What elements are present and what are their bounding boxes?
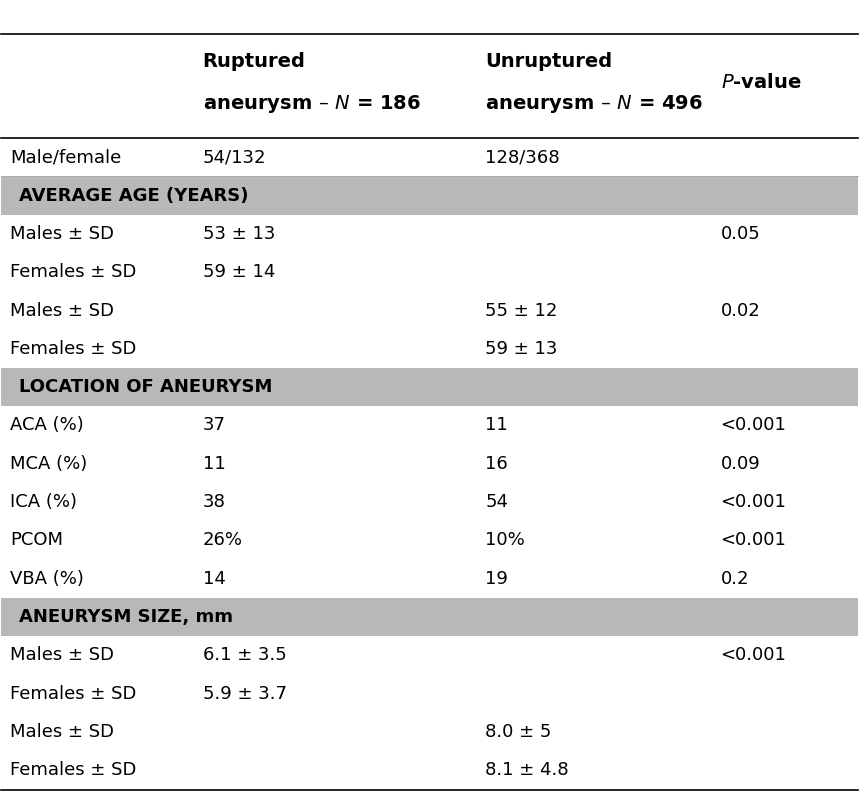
Text: 59 ± 14: 59 ± 14 bbox=[203, 263, 275, 281]
Text: Males ± SD: Males ± SD bbox=[10, 723, 114, 741]
Text: 10%: 10% bbox=[485, 532, 525, 550]
Bar bbox=[2, 598, 857, 636]
Text: 0.02: 0.02 bbox=[721, 302, 760, 320]
Text: <0.001: <0.001 bbox=[721, 493, 787, 511]
Text: 8.0 ± 5: 8.0 ± 5 bbox=[485, 723, 551, 741]
Bar bbox=[2, 177, 857, 215]
Text: MCA (%): MCA (%) bbox=[10, 455, 88, 473]
Text: ICA (%): ICA (%) bbox=[10, 493, 77, 511]
Text: Females ± SD: Females ± SD bbox=[10, 684, 137, 703]
Text: <0.001: <0.001 bbox=[721, 532, 787, 550]
Text: 16: 16 bbox=[485, 455, 508, 473]
Text: Males ± SD: Males ± SD bbox=[10, 646, 114, 664]
Text: 19: 19 bbox=[485, 570, 508, 587]
Text: 8.1 ± 4.8: 8.1 ± 4.8 bbox=[485, 761, 569, 780]
Text: $\mathbf{\mathit{P}}$-value: $\mathbf{\mathit{P}}$-value bbox=[721, 73, 801, 92]
Text: 5.9 ± 3.7: 5.9 ± 3.7 bbox=[203, 684, 287, 703]
Text: Ruptured: Ruptured bbox=[203, 52, 306, 71]
Text: 53 ± 13: 53 ± 13 bbox=[203, 225, 275, 243]
Text: 38: 38 bbox=[203, 493, 225, 511]
Text: 59 ± 13: 59 ± 13 bbox=[485, 340, 557, 358]
Text: 6.1 ± 3.5: 6.1 ± 3.5 bbox=[203, 646, 286, 664]
Bar bbox=[2, 368, 857, 407]
Text: Unruptured: Unruptured bbox=[485, 52, 612, 71]
Text: 55 ± 12: 55 ± 12 bbox=[485, 302, 557, 320]
Text: LOCATION OF ANEURYSM: LOCATION OF ANEURYSM bbox=[19, 378, 272, 396]
Text: 37: 37 bbox=[203, 416, 226, 434]
Text: aneurysm – $\mathbf{\mathit{N}}$ = 186: aneurysm – $\mathbf{\mathit{N}}$ = 186 bbox=[203, 93, 421, 115]
Text: <0.001: <0.001 bbox=[721, 416, 787, 434]
Text: AVERAGE AGE (YEARS): AVERAGE AGE (YEARS) bbox=[19, 186, 248, 205]
Text: 128/368: 128/368 bbox=[485, 148, 560, 166]
Text: 11: 11 bbox=[203, 455, 225, 473]
Text: Females ± SD: Females ± SD bbox=[10, 340, 137, 358]
Text: 14: 14 bbox=[203, 570, 225, 587]
Text: Females ± SD: Females ± SD bbox=[10, 263, 137, 281]
Text: 0.2: 0.2 bbox=[721, 570, 749, 587]
Text: Male/female: Male/female bbox=[10, 148, 121, 166]
Text: PCOM: PCOM bbox=[10, 532, 63, 550]
Text: Females ± SD: Females ± SD bbox=[10, 761, 137, 780]
Text: Males ± SD: Males ± SD bbox=[10, 225, 114, 243]
Text: 26%: 26% bbox=[203, 532, 242, 550]
Text: VBA (%): VBA (%) bbox=[10, 570, 84, 587]
Text: 11: 11 bbox=[485, 416, 508, 434]
Text: <0.001: <0.001 bbox=[721, 646, 787, 664]
Text: ACA (%): ACA (%) bbox=[10, 416, 83, 434]
Text: 54: 54 bbox=[485, 493, 509, 511]
Text: 0.05: 0.05 bbox=[721, 225, 760, 243]
Text: 0.09: 0.09 bbox=[721, 455, 760, 473]
Text: Males ± SD: Males ± SD bbox=[10, 302, 114, 320]
Text: aneurysm – $\mathbf{\mathit{N}}$ = 496: aneurysm – $\mathbf{\mathit{N}}$ = 496 bbox=[485, 93, 703, 115]
Text: 54/132: 54/132 bbox=[203, 148, 266, 166]
Text: ANEURYSM SIZE, mm: ANEURYSM SIZE, mm bbox=[19, 608, 233, 626]
